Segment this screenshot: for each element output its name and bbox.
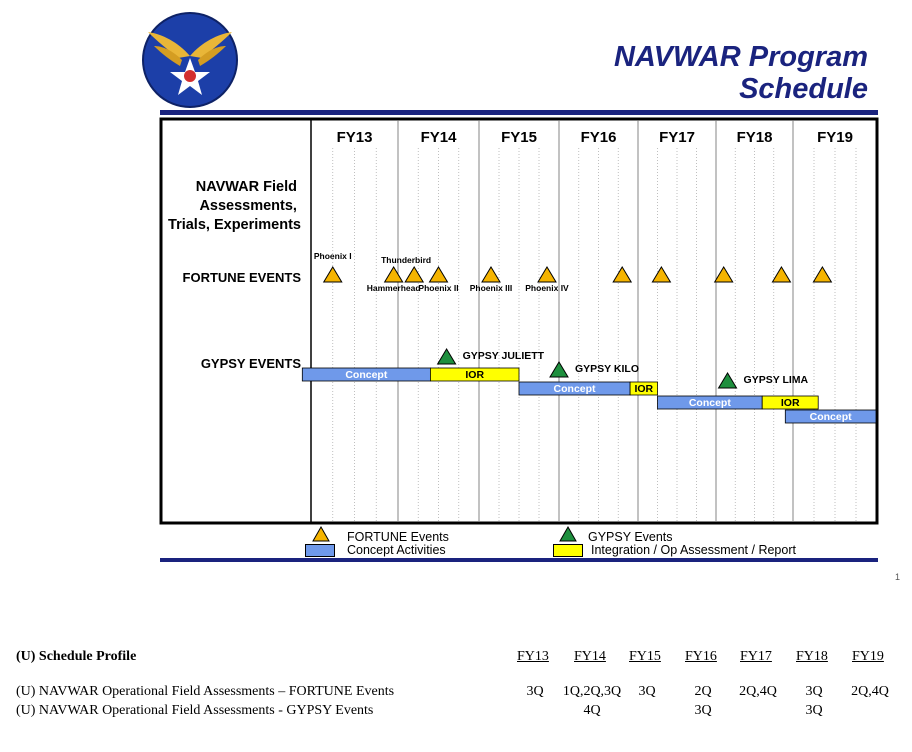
gypsy-event-marker xyxy=(717,372,738,389)
bar-label: Concept xyxy=(810,411,853,423)
army-air-forces-logo xyxy=(142,12,238,108)
table-cell: 3Q xyxy=(526,684,544,699)
table-cell: 1Q,2Q,3Q xyxy=(562,684,622,699)
gypsy-event-label: GYPSY KILO xyxy=(575,363,639,375)
row-label-gypsy-events: GYPSY EVENTS xyxy=(201,356,302,371)
fortune-event-label: Phoenix I xyxy=(314,251,352,261)
table-cell: 2Q,4Q xyxy=(739,684,777,699)
gypsy-event-label: GYPSY JULIETT xyxy=(463,350,545,362)
table-year-header: FY17 xyxy=(740,649,772,664)
bar-label: Concept xyxy=(689,397,732,409)
gypsy-event-marker xyxy=(436,348,457,365)
top-rule xyxy=(160,110,878,115)
fortune-event-label: Phoenix III xyxy=(470,283,513,293)
table-year-header: FY16 xyxy=(685,649,717,664)
fortune-event-marker xyxy=(428,266,449,283)
table-row-gypsy-label: (U) NAVWAR Operational Field Assessments… xyxy=(16,703,374,718)
fortune-event-marker xyxy=(481,266,501,283)
fortune-event-label: Hammerhead xyxy=(367,283,421,293)
schedule-profile-title: (U) Schedule Profile xyxy=(16,649,137,664)
fortune-event-marker xyxy=(713,266,734,283)
fortune-event-marker xyxy=(537,266,557,283)
bar-label: Concept xyxy=(345,369,388,381)
fy-header-label: FY13 xyxy=(337,129,373,146)
page-title-line-2: Schedule xyxy=(739,73,868,105)
legend-concept-label: Concept Activities xyxy=(347,543,446,557)
table-cell: 3Q xyxy=(638,684,656,699)
table-row-fortune-label: (U) NAVWAR Operational Field Assessments… xyxy=(16,684,395,699)
ior-bar xyxy=(761,395,819,410)
table-cell: 3Q xyxy=(694,703,712,718)
fortune-event-label: Phoenix IV xyxy=(525,283,569,293)
fortune-event-marker xyxy=(612,266,633,283)
fy-header-label: FY15 xyxy=(501,129,537,146)
bar-label: IOR xyxy=(634,383,653,395)
legend-ior-label: Integration / Op Assessment / Report xyxy=(591,543,796,557)
row-label-line-2: Assessments, xyxy=(199,198,297,214)
bar-label: Concept xyxy=(554,383,597,395)
ior-bar xyxy=(629,381,658,396)
legend-concept-swatch xyxy=(305,544,335,557)
fortune-event-label: Thunderbird xyxy=(381,255,431,265)
row-label-line-1: NAVWAR Field xyxy=(196,179,297,195)
legend-gypsy-label: GYPSY Events xyxy=(588,530,673,544)
page-title-line-1: NAVWAR Program xyxy=(613,41,868,73)
fy-header-label: FY17 xyxy=(659,129,695,146)
table-cell: 2Q xyxy=(694,684,712,699)
chart-frame xyxy=(159,117,879,525)
fy-header-label: FY14 xyxy=(421,129,458,146)
row-label-line-3: Trials, Experiments xyxy=(168,217,301,233)
table-cell: 3Q xyxy=(805,684,823,699)
table-cell: 3Q xyxy=(805,703,823,718)
ior-bar xyxy=(429,367,520,382)
bar-label: IOR xyxy=(781,397,800,409)
table-cell: 2Q,4Q xyxy=(851,684,889,699)
row-label-field-assessments: NAVWAR Field Assessments, Trials, Experi… xyxy=(168,179,301,233)
fy-header-label: FY18 xyxy=(737,129,773,146)
bottom-rule xyxy=(160,558,878,562)
fortune-event-marker xyxy=(322,266,343,283)
fy-header-label: FY16 xyxy=(581,129,617,146)
gypsy-event-marker xyxy=(549,361,569,378)
fy-header-label: FY19 xyxy=(817,129,853,146)
fortune-event-marker xyxy=(771,266,792,283)
fortune-event-marker xyxy=(383,266,404,283)
table-year-header: FY15 xyxy=(629,649,661,664)
table-cell: 4Q xyxy=(583,703,601,718)
table-year-header: FY18 xyxy=(796,649,828,664)
legend-fortune-icon xyxy=(312,525,330,542)
table-year-header: FY19 xyxy=(852,649,884,664)
legend-gypsy-icon xyxy=(559,525,577,542)
fortune-event-marker xyxy=(812,266,833,283)
table-year-header: FY14 xyxy=(574,649,606,664)
row-label-fortune-events: FORTUNE EVENTS xyxy=(183,270,302,285)
concept-bar xyxy=(784,409,877,424)
fortune-event-marker xyxy=(404,266,425,283)
fortune-event-label: Phoenix II xyxy=(418,283,458,293)
schedule-chart: FY13 FY14 FY15 FY16 FY17 FY18 FY19 NAVWAR Fiel… xyxy=(159,117,879,525)
table-year-header: FY13 xyxy=(517,649,549,664)
page-number: 1 xyxy=(894,572,900,582)
bar-label: IOR xyxy=(465,369,484,381)
legend-ior-swatch xyxy=(553,544,583,557)
legend-fortune-label: FORTUNE Events xyxy=(347,530,449,544)
fortune-event-marker xyxy=(651,266,672,283)
gypsy-event-label: GYPSY LIMA xyxy=(744,374,809,386)
